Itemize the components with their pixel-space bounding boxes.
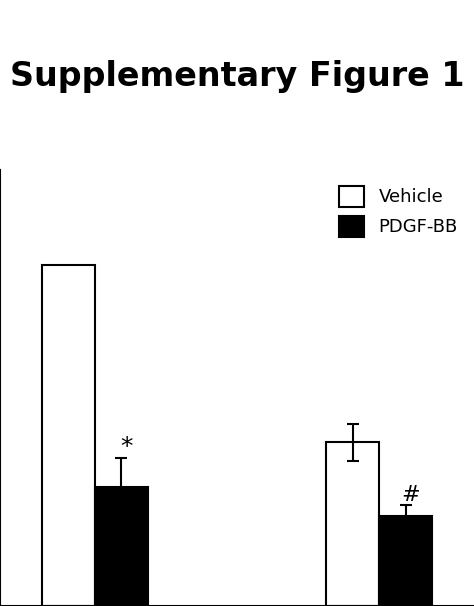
Legend: Vehicle, PDGF-BB: Vehicle, PDGF-BB	[331, 179, 465, 244]
Bar	[95, 487, 148, 606]
Bar	[42, 265, 95, 606]
Bar	[326, 442, 379, 606]
Text: *: *	[120, 436, 132, 459]
Text: #: #	[401, 485, 420, 505]
Bar	[379, 516, 432, 606]
Text: Supplementary Figure 1: Supplementary Figure 1	[10, 60, 464, 93]
